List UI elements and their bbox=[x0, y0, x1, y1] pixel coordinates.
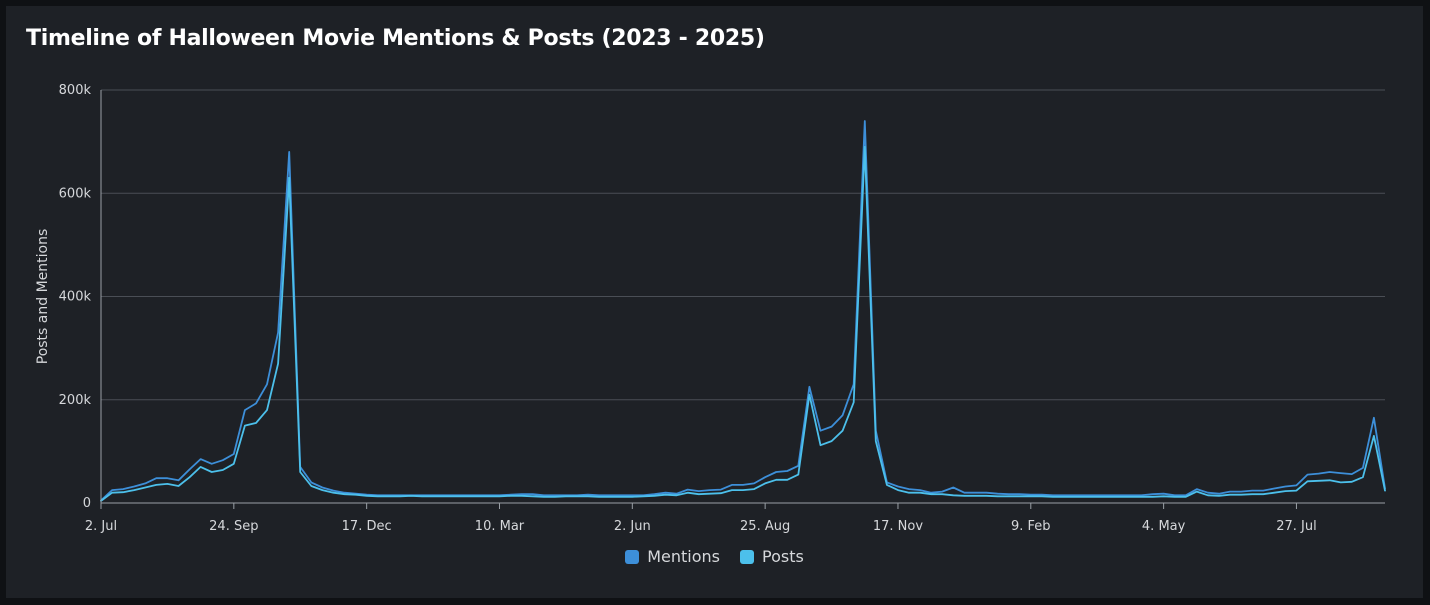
chart-legend: Mentions Posts bbox=[6, 547, 1423, 566]
x-tick-label: 27. Jul bbox=[1276, 519, 1317, 534]
chart-title: Timeline of Halloween Movie Mentions & P… bbox=[26, 26, 765, 51]
x-tick-label: 10. Mar bbox=[475, 519, 525, 534]
x-tick-label: 24. Sep bbox=[209, 519, 258, 534]
y-axis-title: Posts and Mentions bbox=[35, 229, 51, 365]
series-line-posts[interactable] bbox=[100, 145, 1386, 502]
axis-layer: Posts and Mentions 0 200k 400k 600k 800k 2. J… bbox=[35, 83, 1385, 534]
legend-swatch-posts bbox=[739, 549, 754, 564]
y-tick-label: 0 bbox=[83, 496, 91, 511]
chart-plot: Posts and Mentions 0 200k 400k 600k 800k 2. J… bbox=[35, 83, 1386, 534]
x-tick-label: 17. Nov bbox=[873, 519, 923, 534]
grid-layer bbox=[101, 89, 1385, 401]
series-line-mentions[interactable] bbox=[100, 120, 1386, 502]
y-tick-label: 400k bbox=[59, 290, 92, 305]
chart-card: Timeline of Halloween Movie Mentions & P… bbox=[6, 6, 1423, 598]
x-tick-label: 2. Jun bbox=[614, 519, 651, 534]
y-tick-label: 200k bbox=[59, 393, 92, 408]
x-tick-label: 4. May bbox=[1142, 519, 1186, 534]
legend-item-mentions[interactable]: Mentions bbox=[625, 547, 720, 566]
legend-item-posts[interactable]: Posts bbox=[739, 547, 804, 566]
legend-label-mentions: Mentions bbox=[647, 547, 720, 566]
legend-swatch-mentions bbox=[625, 549, 640, 564]
x-tick-label: 9. Feb bbox=[1011, 519, 1051, 534]
legend-label-posts: Posts bbox=[761, 547, 804, 566]
x-tick-label: 2. Jul bbox=[85, 519, 117, 534]
series-layer bbox=[100, 120, 1386, 502]
x-tick-label: 17. Dec bbox=[342, 519, 392, 534]
y-tick-label: 600k bbox=[59, 186, 92, 201]
x-tick-label: 25. Aug bbox=[740, 519, 790, 534]
y-tick-label: 800k bbox=[59, 83, 92, 98]
